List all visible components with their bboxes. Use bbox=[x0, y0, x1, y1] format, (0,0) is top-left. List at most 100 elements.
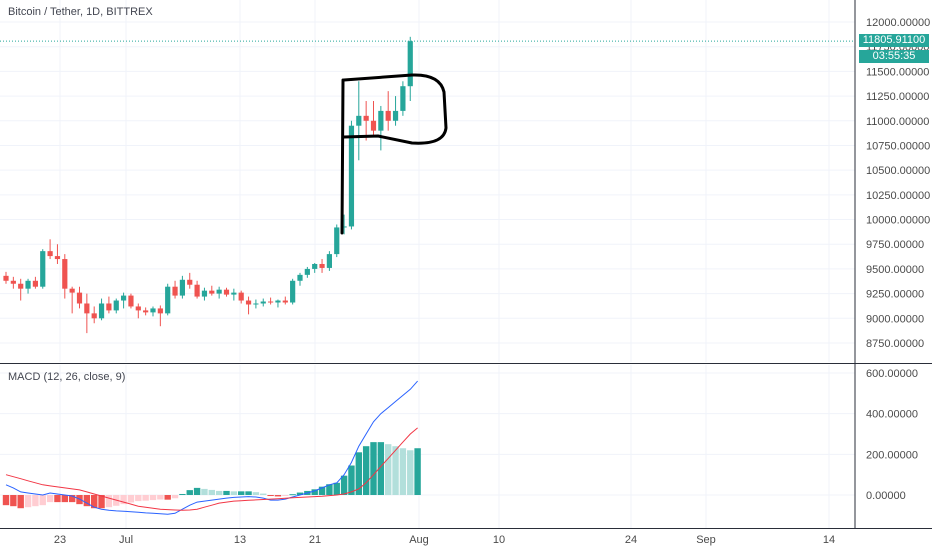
macd-histogram-bar bbox=[157, 495, 164, 500]
macd-y-tick-label: 0.00000 bbox=[866, 490, 906, 502]
macd-histogram-bar bbox=[171, 495, 179, 499]
macd-histogram-bar bbox=[289, 494, 296, 496]
x-tick-label: 14 bbox=[823, 534, 835, 546]
flag-drawing bbox=[340, 73, 448, 235]
macd-histogram-bar bbox=[61, 495, 68, 503]
y-tick-label: 10750.00000 bbox=[866, 140, 930, 152]
macd-histogram-bar bbox=[348, 465, 355, 495]
macd-histogram-bar bbox=[46, 495, 54, 503]
candle-body bbox=[76, 292, 83, 304]
x-tick-label: 21 bbox=[309, 534, 321, 546]
macd-histogram-bar bbox=[179, 493, 186, 495]
candle-body bbox=[282, 300, 288, 303]
candle-body bbox=[238, 292, 244, 301]
macd-histogram-bar bbox=[186, 490, 193, 495]
macd-histogram-bar bbox=[252, 492, 260, 495]
candle-body bbox=[223, 289, 230, 295]
x-tick-label: 23 bbox=[54, 534, 66, 546]
candle-body bbox=[312, 263, 318, 269]
macd-histogram-bar bbox=[399, 448, 407, 495]
macd-histogram-bar bbox=[223, 490, 230, 495]
candle-body bbox=[370, 120, 377, 131]
y-tick-label: 9500.00000 bbox=[866, 264, 924, 276]
macd-histogram-bar bbox=[355, 452, 362, 495]
macd-title: MACD (12, 26, close, 9) bbox=[8, 371, 126, 383]
candle-body bbox=[128, 295, 134, 307]
candle-body bbox=[106, 303, 112, 311]
macd-line bbox=[5, 380, 418, 515]
macd-histogram-bar bbox=[149, 495, 157, 501]
candle-body bbox=[143, 310, 149, 313]
candle-body bbox=[407, 41, 413, 87]
signal-line bbox=[5, 427, 418, 511]
candle-body bbox=[304, 268, 310, 275]
candle-body bbox=[69, 288, 75, 293]
candle-body bbox=[392, 110, 399, 121]
candle-body bbox=[10, 280, 16, 284]
symbol-title: Bitcoin / Tether, 1D, BITTREX bbox=[8, 6, 153, 18]
candle-body bbox=[179, 279, 185, 296]
y-tick-label: 9750.00000 bbox=[866, 239, 924, 251]
y-tick-label: 11250.00000 bbox=[866, 91, 929, 103]
candle-body bbox=[326, 254, 332, 268]
candle-body bbox=[400, 86, 406, 111]
macd-histogram-bar bbox=[98, 495, 105, 509]
macd-histogram-bar bbox=[24, 495, 32, 508]
macd-y-tick-label: 600.00000 bbox=[866, 368, 918, 380]
macd-histogram-bar bbox=[32, 495, 39, 507]
macd-histogram-bar bbox=[127, 495, 135, 503]
y-tick-label: 10250.00000 bbox=[866, 190, 930, 202]
macd-histogram-bar bbox=[282, 495, 289, 496]
macd-histogram-bar bbox=[164, 495, 171, 500]
candle-body bbox=[98, 303, 105, 319]
macd-histogram-bar bbox=[311, 489, 318, 495]
candle-body bbox=[356, 115, 362, 126]
candle-body bbox=[231, 292, 237, 295]
x-tick-label: 13 bbox=[234, 534, 246, 546]
macd-histogram-bar bbox=[340, 475, 348, 495]
candle-body bbox=[363, 115, 369, 121]
x-tick-label: Jul bbox=[119, 534, 133, 546]
y-tick-label: 11000.00000 bbox=[866, 116, 929, 128]
candle-body bbox=[341, 226, 347, 228]
candle-body bbox=[25, 280, 31, 289]
price-candles bbox=[3, 36, 413, 334]
candle-body bbox=[209, 290, 215, 294]
candle-body bbox=[348, 125, 355, 227]
macd-histogram-bar bbox=[208, 489, 215, 495]
last-price-label: 11805.91100 bbox=[859, 34, 929, 47]
candle-body bbox=[3, 275, 9, 281]
flag-annotation bbox=[340, 73, 448, 235]
countdown-label: 03:55:35 bbox=[859, 50, 929, 63]
candle-body bbox=[378, 110, 384, 131]
macd-histogram-bar bbox=[333, 482, 340, 495]
candle-body bbox=[47, 251, 53, 257]
macd-histogram-bar bbox=[54, 495, 61, 503]
macd-histogram-bar bbox=[215, 490, 223, 495]
x-tick-label: 10 bbox=[493, 534, 505, 546]
macd-histogram-bar bbox=[120, 495, 127, 505]
candle-body bbox=[165, 286, 171, 314]
candle-body bbox=[157, 308, 163, 314]
macd-histogram-bar bbox=[17, 495, 24, 509]
macd-histogram-bar bbox=[10, 495, 17, 507]
macd-histogram-bar bbox=[142, 495, 149, 501]
macd-histogram-bar bbox=[260, 493, 267, 495]
macd-histogram-bar bbox=[296, 492, 304, 495]
y-tick-label: 10500.00000 bbox=[866, 165, 930, 177]
candle-body bbox=[91, 313, 97, 319]
macd-histogram-bar bbox=[230, 491, 238, 495]
macd-histogram-bar bbox=[2, 495, 10, 506]
y-tick-label: 9000.00000 bbox=[866, 313, 924, 325]
macd-histogram-bar bbox=[39, 495, 46, 506]
y-tick-label: 12000.00000 bbox=[866, 17, 930, 29]
candle-body bbox=[84, 303, 90, 314]
macd-y-tick-label: 200.00000 bbox=[866, 449, 918, 461]
macd-histogram-bar bbox=[83, 495, 91, 507]
candle-body bbox=[334, 227, 340, 255]
x-tick-label: Aug bbox=[409, 534, 429, 546]
candle-body bbox=[32, 280, 38, 287]
macd-histogram-bar bbox=[392, 446, 399, 495]
macd-histogram-bar bbox=[238, 491, 245, 495]
